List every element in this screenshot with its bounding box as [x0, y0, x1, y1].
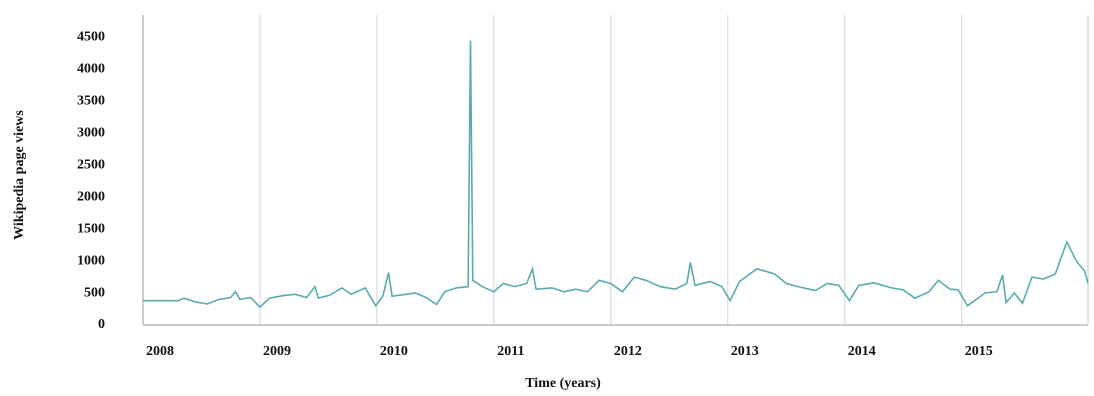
x-tick-label: 2011 [497, 344, 524, 359]
y-tick-label: 3500 [77, 94, 105, 109]
x-tick-label: 2014 [848, 344, 876, 359]
x-tick-label: 2008 [146, 344, 174, 359]
y-tick-label: 2500 [77, 157, 105, 172]
y-tick-label: 500 [84, 285, 105, 300]
y-tick-label: 3000 [77, 125, 105, 140]
x-tick-label: 2012 [614, 344, 642, 359]
data-line [143, 40, 1089, 309]
x-tick-label: 2009 [263, 344, 291, 359]
y-tick-label: 4500 [77, 30, 105, 45]
y-axis-label: Wikipedia page views [12, 110, 27, 240]
y-tick-label: 4000 [77, 62, 105, 77]
y-tick-label: 1000 [77, 253, 105, 268]
x-tick-label: 2010 [380, 344, 408, 359]
x-tick-label: 2015 [965, 344, 993, 359]
x-tick-label: 2013 [731, 344, 759, 359]
x-axis-label: Time (years) [525, 376, 601, 391]
y-tick-label: 1500 [77, 221, 105, 236]
y-tick-label: 0 [98, 317, 105, 332]
y-tick-label: 2000 [77, 189, 105, 204]
